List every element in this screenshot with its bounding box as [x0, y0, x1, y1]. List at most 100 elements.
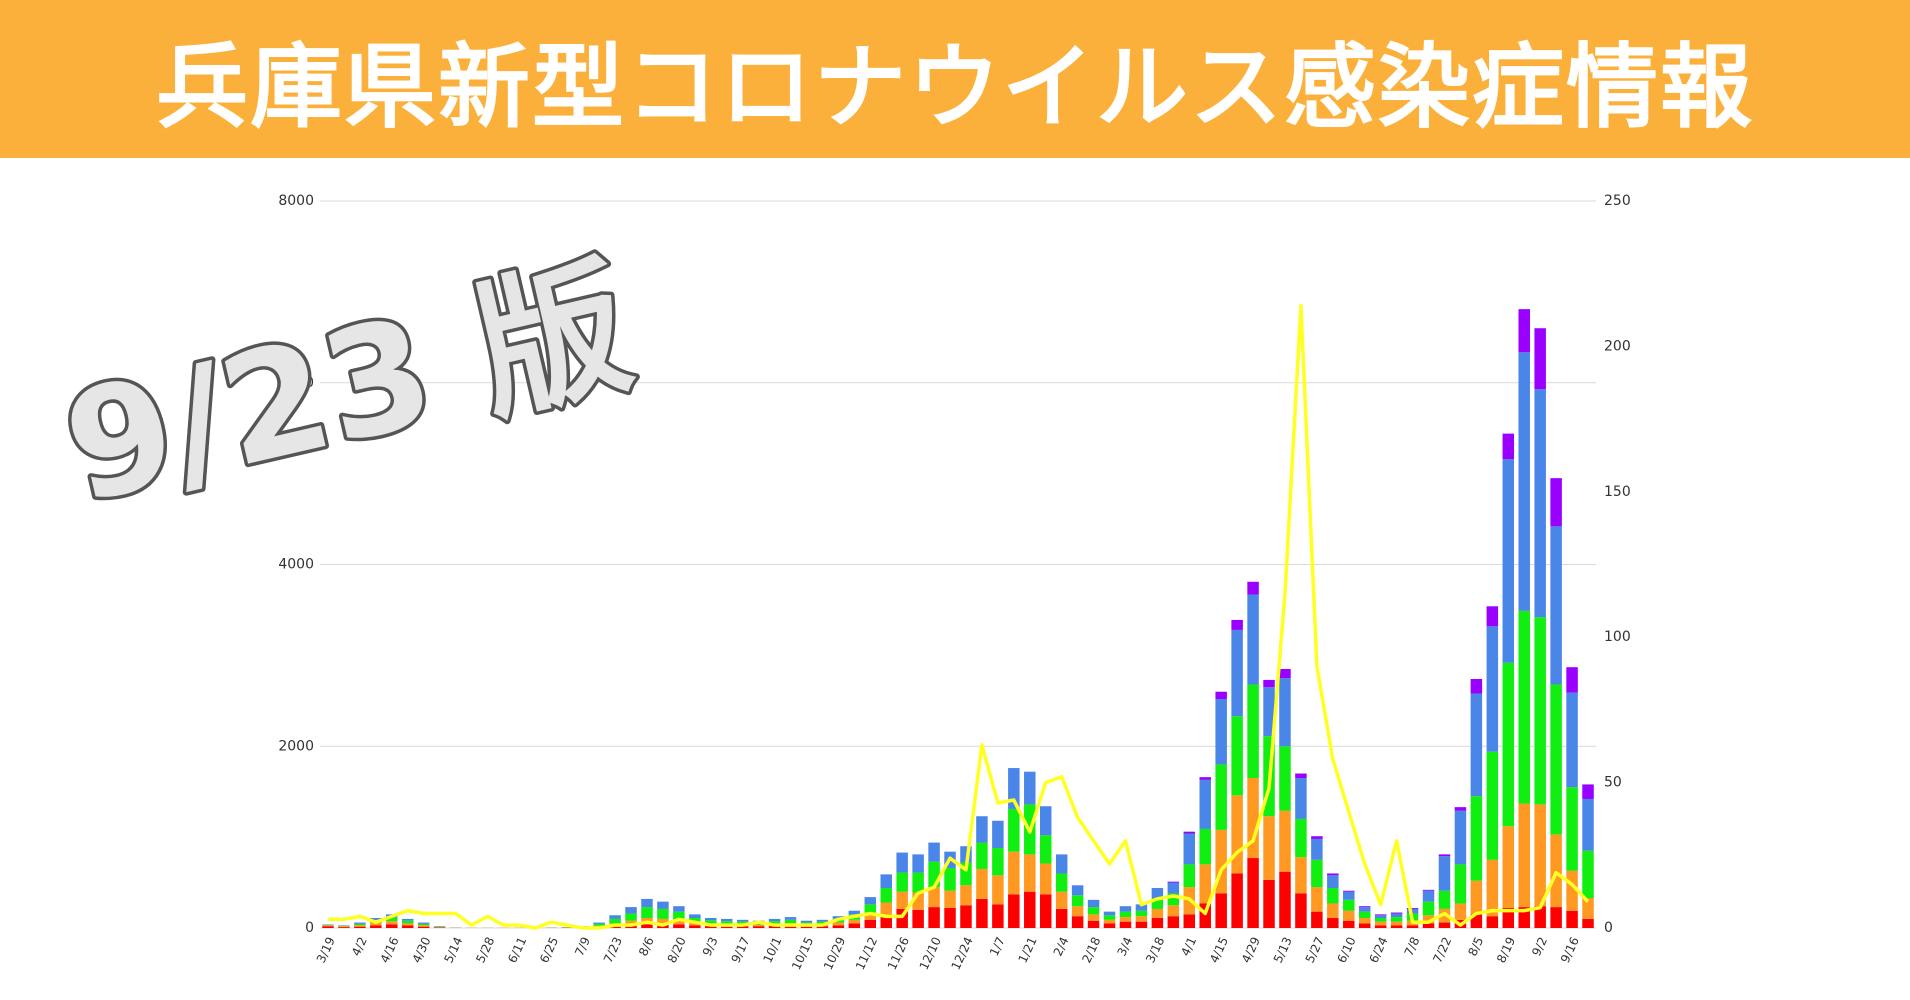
- bar-segment: [1311, 887, 1323, 912]
- bar-segment: [1422, 889, 1435, 891]
- x-tick-label: 10/15: [789, 935, 816, 972]
- bar-segment: [1199, 779, 1211, 829]
- bar-segment: [417, 922, 430, 924]
- bar-segment: [1390, 912, 1403, 914]
- bar-segment: [1135, 904, 1148, 911]
- bar-segment: [960, 846, 972, 863]
- bar-segment: [1438, 922, 1451, 928]
- x-tick-label: 5/27: [1303, 935, 1327, 965]
- bar-segment: [354, 923, 366, 926]
- x-tick-label: 4/30: [409, 935, 433, 965]
- bar-segment: [736, 921, 749, 925]
- bar-segment: [1550, 526, 1562, 685]
- bar-segment: [1215, 698, 1227, 765]
- bar-segment: [1215, 691, 1227, 699]
- bar-segment: [625, 920, 637, 926]
- y2-tick-label: 0: [1604, 920, 1613, 936]
- bar-segment: [417, 923, 430, 926]
- bar-segment: [1295, 857, 1307, 894]
- bar-segment: [1071, 895, 1084, 907]
- bar-segment: [1263, 879, 1275, 928]
- bar-segment: [784, 919, 797, 924]
- bar-segment: [1438, 890, 1451, 909]
- x-tick-label: 9/17: [728, 935, 752, 965]
- bar-segment: [1358, 911, 1371, 919]
- bar-segment: [992, 820, 1004, 849]
- x-tick-label: 1/21: [1016, 935, 1040, 965]
- bar-segment: [1087, 920, 1100, 928]
- bar-segment: [832, 925, 845, 928]
- bar-segment: [417, 926, 430, 928]
- bar-segment: [370, 918, 382, 921]
- bar-segment: [1327, 873, 1339, 876]
- bar-segment: [1486, 606, 1499, 627]
- bar-segment: [720, 918, 733, 922]
- bar-segment: [944, 890, 956, 909]
- bar-segment: [1502, 826, 1515, 909]
- bar-segment: [1343, 890, 1355, 892]
- bar-segment: [1247, 778, 1259, 859]
- y-tick-label: 8000: [278, 193, 314, 209]
- line: [328, 303, 1590, 930]
- bar-segment: [1550, 478, 1562, 527]
- bar-segment: [1279, 678, 1291, 747]
- bar-segment: [912, 872, 924, 893]
- bar-segment: [625, 913, 637, 921]
- x-tick-label: 3/18: [1143, 935, 1167, 965]
- bar-segment: [1055, 873, 1068, 892]
- bar-segment: [1486, 916, 1499, 928]
- bar-segment: [1486, 859, 1499, 917]
- bar-segment: [784, 917, 797, 920]
- bar-segment: [832, 922, 845, 926]
- y2-tick-label: 200: [1604, 338, 1631, 354]
- bar-segment: [1167, 882, 1180, 894]
- stamp: 9/23 版: [50, 239, 645, 537]
- bar-segment: [1502, 908, 1515, 928]
- bar-segment: [944, 908, 956, 928]
- x-tick-label: 9/16: [1558, 935, 1582, 965]
- bar-segment: [896, 852, 908, 873]
- bar-segment: [768, 925, 781, 928]
- bar-segment: [1582, 784, 1594, 799]
- x-tick-label: 10/29: [821, 935, 848, 972]
- bar-segment: [1454, 903, 1467, 920]
- bar-segment: [673, 919, 685, 925]
- bar-segment: [1534, 389, 1546, 618]
- bar-segment: [386, 917, 398, 922]
- x-tick-label: 8/19: [1494, 935, 1518, 965]
- bar-segment: [386, 924, 398, 928]
- bar-segment: [960, 885, 972, 906]
- bar-segment: [609, 915, 621, 919]
- bar-segment: [1358, 907, 1371, 912]
- bar-segment: [1566, 692, 1578, 788]
- x-tick-label: 4/29: [1239, 935, 1263, 965]
- bar-segment: [1454, 807, 1467, 811]
- bar-segment: [1167, 916, 1180, 928]
- bar-segment: [1295, 778, 1307, 819]
- x-tick-label: 4/1: [1178, 935, 1199, 958]
- bar-segment: [1151, 918, 1164, 928]
- bar-segment: [1135, 916, 1148, 922]
- bar-segment: [1550, 907, 1562, 928]
- bar-segment: [1263, 679, 1275, 688]
- bar-segment: [1566, 910, 1578, 928]
- bar-segment: [1231, 629, 1243, 717]
- bar-segment: [1470, 796, 1483, 881]
- x-tick-label: 7/8: [1402, 935, 1423, 958]
- bar-segment: [673, 924, 685, 928]
- bar-segment: [848, 923, 861, 928]
- bar-segment: [1055, 854, 1068, 874]
- bar-segment: [1295, 818, 1307, 858]
- bar-segment: [752, 924, 765, 927]
- bar-segment: [1087, 907, 1100, 915]
- bar-segment: [1470, 693, 1483, 797]
- y2-tick-label: 250: [1604, 193, 1631, 209]
- bar-segment: [593, 923, 605, 926]
- bar-segment: [1502, 433, 1515, 460]
- x-tick-label: 5/13: [1271, 935, 1295, 965]
- bar-segment: [641, 898, 653, 908]
- x-tick-label: 7/9: [572, 935, 593, 958]
- bar-segment: [1055, 908, 1068, 928]
- bar-segment: [1343, 910, 1355, 921]
- bar-segment: [1358, 923, 1371, 928]
